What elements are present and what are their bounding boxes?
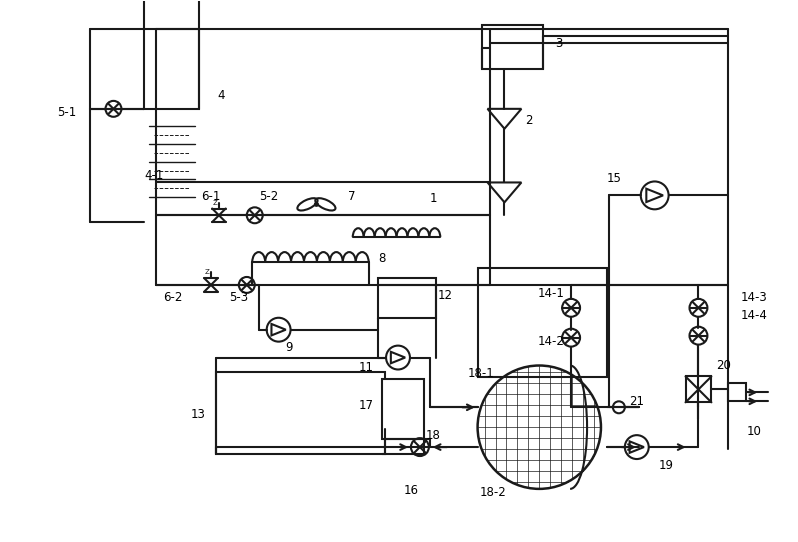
Text: 2: 2 [525,114,533,127]
Text: 18-2: 18-2 [480,486,507,499]
Text: 14-2: 14-2 [537,335,564,348]
Text: 14-4: 14-4 [741,309,767,322]
Text: 3: 3 [555,37,563,50]
Text: 20: 20 [717,359,731,372]
Text: 1: 1 [430,192,437,205]
Text: 11: 11 [358,361,373,374]
Text: 9: 9 [286,341,293,354]
Text: 14-3: 14-3 [741,292,767,305]
Text: 6-2: 6-2 [164,292,183,305]
Text: Z: Z [212,199,217,205]
Text: Z: Z [204,269,209,275]
Bar [477,268,607,377]
Text: 14-1: 14-1 [537,287,564,300]
Text: 18-1: 18-1 [468,367,495,380]
Text: 12: 12 [438,289,452,302]
Text: 17: 17 [358,399,373,412]
Bar [216,372,385,454]
Text: 10: 10 [746,425,761,438]
Text: 5-3: 5-3 [229,292,248,305]
Text: 4: 4 [217,89,224,102]
Bar [378,278,436,318]
Text: 5-1: 5-1 [57,106,76,119]
Text: 16: 16 [404,485,419,498]
Bar [144,0,199,109]
Text: 15: 15 [607,172,622,185]
Text: 8: 8 [378,251,385,264]
Bar [382,379,424,439]
Bar [685,377,711,402]
Text: 5-2: 5-2 [259,190,278,203]
Text: 21: 21 [629,395,644,408]
Text: 18: 18 [426,429,440,442]
Text: 19: 19 [658,459,674,472]
Bar [729,383,746,401]
Bar [481,25,543,69]
Text: 7: 7 [348,190,356,203]
Text: 4-1: 4-1 [144,169,164,182]
Text: 6-1: 6-1 [201,190,220,203]
Circle shape [315,203,318,206]
Text: 13: 13 [191,408,206,421]
